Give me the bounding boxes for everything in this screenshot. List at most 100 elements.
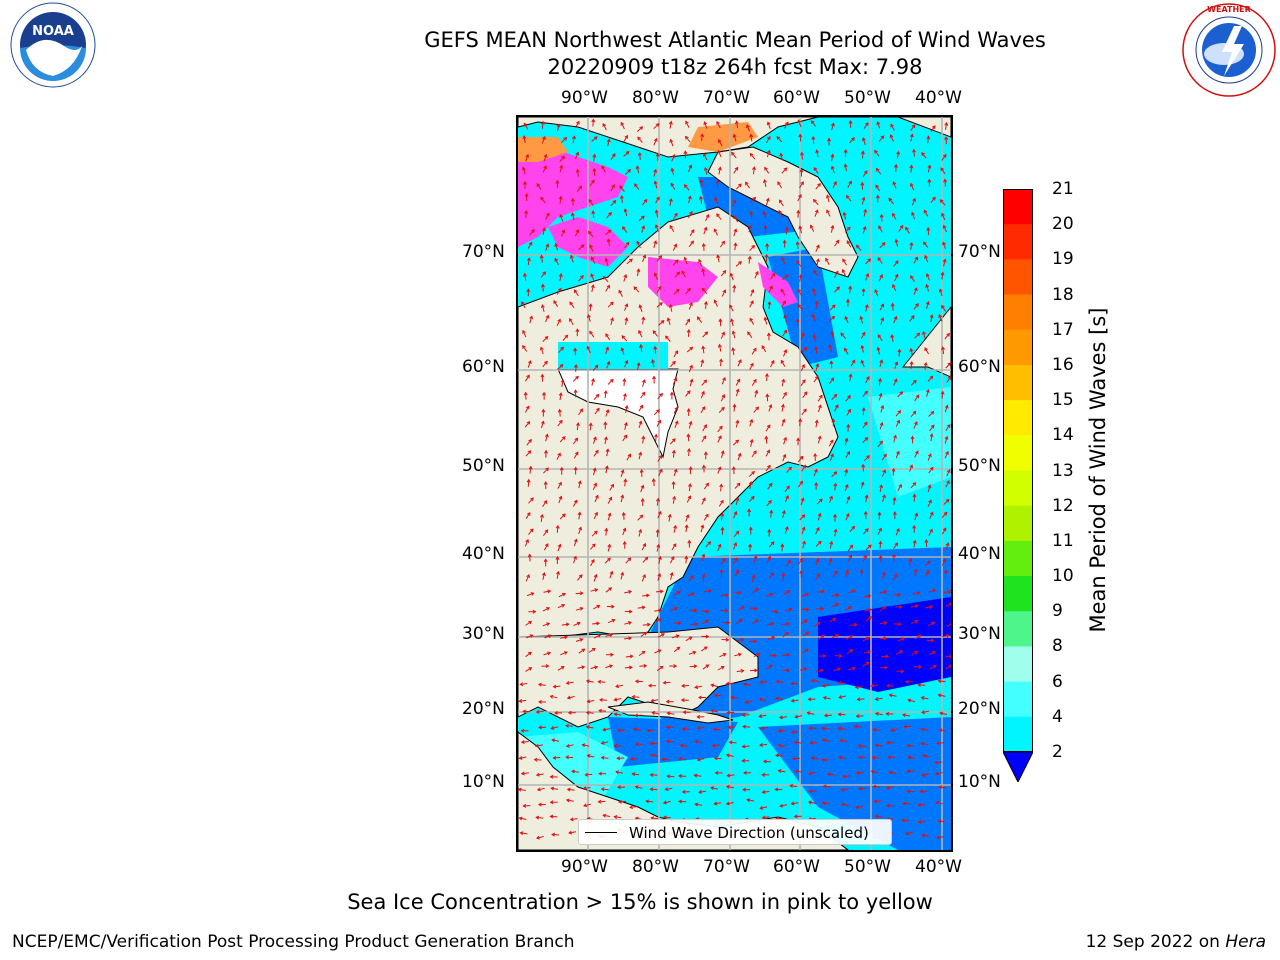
direction-arrow: [928, 589, 936, 593]
direction-arrow: [656, 302, 663, 308]
direction-arrowhead: [799, 558, 803, 562]
direction-arrow: [941, 305, 947, 312]
direction-arrowhead: [830, 224, 835, 229]
direction-arrow: [686, 347, 693, 353]
direction-arrowhead: [849, 544, 854, 549]
direction-arrowhead: [901, 818, 906, 823]
direction-arrowhead: [717, 466, 722, 471]
direction-arrow: [747, 331, 753, 339]
direction-arrowhead: [681, 683, 685, 688]
direction-arrowhead: [623, 478, 628, 483]
direction-arrowhead: [736, 482, 741, 487]
direction-arrow: [655, 434, 657, 442]
direction-arrow: [571, 770, 579, 773]
direction-arrowhead: [808, 726, 813, 731]
direction-arrow: [562, 334, 568, 341]
direction-arrow: [875, 744, 883, 747]
direction-arrowhead: [833, 513, 838, 518]
direction-arrow: [557, 544, 561, 552]
direction-arrow: [520, 832, 528, 835]
direction-arrowhead: [652, 330, 657, 334]
direction-arrowhead: [818, 404, 822, 409]
direction-arrow: [574, 348, 576, 356]
direction-arrow: [673, 407, 678, 414]
direction-arrowhead: [523, 180, 528, 185]
direction-arrow: [914, 332, 920, 339]
direction-arrowhead: [641, 215, 645, 220]
direction-arrow: [654, 181, 658, 189]
direction-arrow: [623, 151, 630, 157]
direction-arrow: [574, 229, 579, 237]
direction-arrowhead: [819, 394, 823, 399]
direction-arrow: [928, 411, 934, 417]
direction-arrowhead: [613, 743, 618, 748]
direction-arrow: [802, 391, 808, 399]
direction-arrowhead: [669, 138, 674, 143]
direction-arrowhead: [607, 512, 612, 517]
direction-arrow: [879, 541, 882, 549]
direction-arrowhead: [528, 438, 532, 443]
direction-arrowhead: [808, 771, 812, 776]
direction-arrow: [652, 712, 660, 715]
direction-arrow: [828, 496, 833, 504]
direction-arrowhead: [635, 742, 639, 747]
direction-arrow: [914, 513, 918, 521]
direction-arrowhead: [561, 513, 566, 518]
direction-arrowhead: [705, 664, 710, 668]
direction-arrow: [816, 150, 819, 158]
direction-arrow: [680, 744, 688, 748]
direction-arrow: [941, 558, 946, 566]
direction-arrow: [942, 347, 945, 355]
direction-arrowhead: [914, 287, 918, 292]
direction-arrowhead: [890, 123, 894, 128]
direction-arrow: [918, 820, 926, 823]
direction-arrowhead: [912, 410, 917, 415]
direction-arrowhead: [673, 377, 678, 382]
direction-arrow: [930, 125, 936, 132]
direction-arrow: [759, 743, 768, 746]
direction-arrow: [765, 198, 769, 206]
direction-arrowhead: [674, 212, 678, 217]
direction-arrowhead: [783, 391, 787, 396]
direction-arrowhead: [594, 364, 599, 369]
direction-arrow: [841, 803, 849, 807]
direction-arrowhead: [755, 588, 760, 592]
direction-arrow: [521, 741, 529, 743]
direction-arrowhead: [638, 329, 642, 334]
direction-arrowhead: [796, 259, 800, 264]
direction-arrow: [521, 772, 529, 775]
direction-arrow: [681, 270, 686, 278]
direction-arrow: [718, 407, 725, 413]
direction-arrow: [685, 121, 690, 128]
direction-arrowhead: [523, 391, 528, 396]
direction-arrow: [882, 495, 886, 502]
direction-arrow: [586, 726, 594, 729]
direction-arrow: [552, 834, 560, 836]
direction-arrowhead: [673, 524, 678, 529]
direction-arrowhead: [704, 300, 708, 305]
direction-arrowhead: [912, 148, 916, 153]
direction-arrowhead: [646, 622, 651, 627]
direction-arrow: [621, 335, 628, 342]
direction-arrowhead: [863, 170, 868, 175]
direction-arrowhead: [847, 408, 852, 413]
direction-arrow: [650, 788, 658, 791]
direction-arrowhead: [733, 215, 737, 219]
direction-arrow: [528, 528, 534, 535]
direction-arrow: [768, 301, 771, 310]
direction-arrowhead: [846, 495, 851, 500]
direction-arrowhead: [827, 137, 832, 142]
direction-arrow: [782, 654, 790, 657]
direction-arrow: [573, 451, 579, 459]
direction-arrow: [897, 391, 903, 398]
direction-arrowhead: [738, 359, 742, 364]
direction-arrowhead: [593, 136, 598, 140]
direction-arrowhead: [721, 394, 726, 398]
direction-arrowhead: [535, 772, 540, 777]
direction-arrowhead: [941, 212, 945, 217]
direction-arrowhead: [758, 697, 763, 702]
direction-arrowhead: [863, 510, 868, 515]
direction-arrow: [753, 167, 755, 175]
direction-arrow: [540, 271, 546, 278]
direction-arrowhead: [730, 318, 734, 323]
